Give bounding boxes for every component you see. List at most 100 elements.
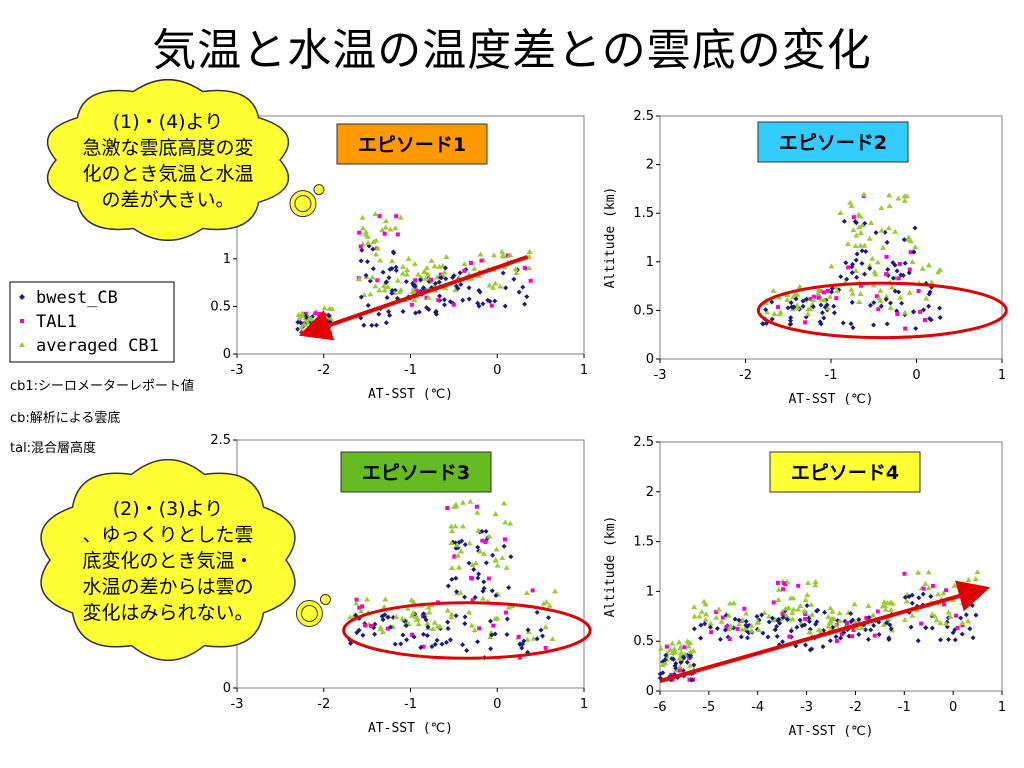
point-bwest-cb (738, 634, 744, 640)
point-bwest-cb (921, 307, 927, 313)
point-averaged-cb1 (691, 613, 698, 619)
point-averaged-cb1 (459, 499, 466, 505)
point-averaged-cb1 (825, 613, 832, 619)
point-bwest-cb (425, 624, 431, 630)
point-tal1 (543, 645, 548, 650)
point-averaged-cb1 (361, 292, 368, 298)
point-bwest-cb (946, 636, 952, 642)
point-bwest-cb (841, 218, 847, 224)
point-averaged-cb1 (787, 595, 794, 601)
point-bwest-cb (765, 634, 771, 640)
point-averaged-cb1 (471, 627, 478, 633)
point-bwest-cb (508, 554, 514, 560)
point-averaged-cb1 (882, 606, 889, 612)
point-averaged-cb1 (850, 227, 857, 233)
point-bwest-cb (421, 611, 427, 617)
legend-box (9, 281, 175, 363)
point-averaged-cb1 (678, 649, 685, 655)
point-tal1 (394, 214, 399, 219)
point-bwest-cb (769, 615, 775, 621)
chart-3: -3 -2 -1 0 1 0 2.5 AT-SST (℃) エピソード3 (210, 433, 592, 736)
point-bwest-cb (389, 290, 395, 296)
point-averaged-cb1 (474, 509, 481, 515)
point-bwest-cb (493, 593, 499, 599)
legend-marker (19, 294, 25, 300)
x-axis-label: AT-SST (℃) (788, 724, 873, 739)
point-averaged-cb1 (452, 287, 459, 293)
point-averaged-cb1 (409, 289, 416, 295)
point-averaged-cb1 (795, 606, 802, 612)
point-averaged-cb1 (410, 609, 417, 615)
point-averaged-cb1 (825, 305, 832, 311)
point-averaged-cb1 (925, 585, 932, 591)
point-bwest-cb (707, 624, 713, 630)
point-tal1 (528, 278, 533, 283)
point-bwest-cb (684, 659, 690, 665)
legend: bwest_CB TAL1 averaged CB1 (9, 281, 175, 363)
point-bwest-cb (364, 259, 370, 265)
point-averaged-cb1 (676, 655, 683, 661)
point-averaged-cb1 (421, 268, 428, 274)
point-averaged-cb1 (807, 306, 814, 312)
point-averaged-cb1 (347, 614, 354, 620)
point-bwest-cb (445, 583, 451, 589)
point-bwest-cb (929, 625, 935, 631)
point-averaged-cb1 (490, 252, 497, 258)
point-averaged-cb1 (901, 616, 908, 622)
point-bwest-cb (511, 276, 517, 282)
point-averaged-cb1 (448, 523, 455, 529)
point-averaged-cb1 (743, 610, 750, 616)
point-averaged-cb1 (399, 263, 406, 269)
point-bwest-cb (462, 621, 468, 627)
point-averaged-cb1 (849, 290, 856, 296)
point-averaged-cb1 (453, 503, 460, 509)
y-tick-label: 0 (646, 352, 654, 367)
point-tal1 (897, 261, 902, 266)
point-bwest-cb (780, 614, 786, 620)
point-averaged-cb1 (524, 636, 531, 642)
point-bwest-cb (418, 645, 424, 651)
point-averaged-cb1 (790, 606, 797, 612)
point-tal1 (724, 624, 729, 629)
point-tal1 (714, 610, 719, 615)
legend-marker (19, 342, 25, 347)
point-averaged-cb1 (431, 619, 438, 625)
point-bwest-cb (433, 308, 439, 314)
point-averaged-cb1 (372, 211, 379, 217)
point-bwest-cb (458, 282, 464, 288)
point-bwest-cb (370, 266, 376, 272)
point-bwest-cb (848, 610, 854, 616)
point-tal1 (429, 277, 434, 282)
point-averaged-cb1 (764, 309, 771, 315)
point-averaged-cb1 (829, 608, 836, 614)
point-tal1 (462, 268, 467, 273)
highlight-ellipse (342, 601, 592, 660)
point-averaged-cb1 (809, 611, 816, 617)
point-bwest-cb (900, 272, 906, 278)
legend-marker (20, 319, 24, 323)
chart-2: -3 -2 -1 0 1 0 0.5 1 1.5 2 2.5 AT-SST (℃) Altitude (… (603, 109, 1008, 407)
point-bwest-cb (453, 613, 459, 619)
point-averaged-cb1 (687, 648, 694, 654)
point-bwest-cb (373, 322, 379, 328)
point-bwest-cb (831, 310, 837, 316)
point-averaged-cb1 (494, 562, 501, 568)
point-bwest-cb (360, 632, 366, 638)
point-bwest-cb (807, 647, 813, 653)
point-tal1 (505, 253, 510, 258)
cloud-tail-small (313, 184, 325, 196)
point-tal1 (709, 630, 714, 635)
point-averaged-cb1 (933, 617, 940, 623)
point-bwest-cb (849, 264, 855, 270)
point-averaged-cb1 (935, 269, 942, 275)
point-bwest-cb (772, 627, 778, 633)
point-averaged-cb1 (551, 588, 558, 594)
point-averaged-cb1 (889, 284, 896, 290)
point-averaged-cb1 (676, 663, 683, 669)
point-averaged-cb1 (684, 638, 691, 644)
point-bwest-cb (429, 644, 435, 650)
point-bwest-cb (831, 303, 837, 309)
point-bwest-cb (856, 631, 862, 637)
point-averaged-cb1 (852, 242, 859, 248)
